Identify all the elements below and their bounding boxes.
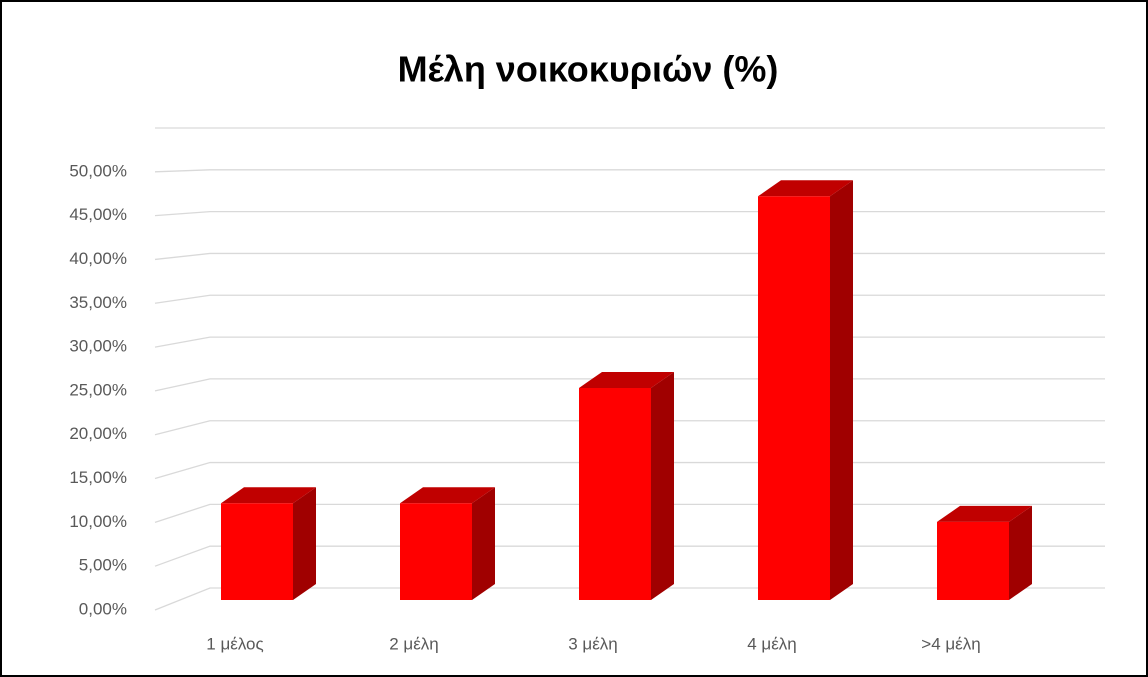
x-tick-label: 4 μέλη <box>747 634 797 653</box>
bar-side <box>293 487 316 600</box>
bar-front <box>221 503 293 600</box>
bar <box>400 487 495 600</box>
bar <box>758 180 853 601</box>
bar-side <box>472 487 495 600</box>
bar-top <box>937 505 1032 522</box>
y-tick-label: 45,00% <box>69 205 127 224</box>
y-tick-label: 25,00% <box>69 380 127 399</box>
y-tick-label: 20,00% <box>69 424 127 443</box>
y-tick-label: 35,00% <box>69 293 127 312</box>
bar-front <box>579 387 651 600</box>
x-tick-label: 3 μέλη <box>568 634 618 653</box>
y-tick-label: 10,00% <box>69 512 127 531</box>
chart-title: Μέλη νοικοκυριών (%) <box>398 49 779 90</box>
bar-side <box>651 371 674 600</box>
y-tick-label: 40,00% <box>69 249 127 268</box>
bar-top <box>221 487 316 504</box>
bar-top <box>579 371 674 388</box>
bar <box>579 371 674 600</box>
bar-front <box>400 503 472 600</box>
bar-side <box>1009 505 1032 600</box>
y-tick-label: 30,00% <box>69 337 127 356</box>
bar <box>937 505 1032 600</box>
grid-line <box>154 169 1105 173</box>
bar-front <box>937 521 1009 600</box>
bar-top <box>400 487 495 504</box>
y-tick-label: 50,00% <box>69 161 127 180</box>
bar-top <box>758 180 853 197</box>
bar-side <box>830 180 853 601</box>
x-tick-label: 1 μέλος <box>206 634 263 653</box>
y-tick-label: 5,00% <box>79 556 127 575</box>
bar <box>221 487 316 600</box>
y-tick-label: 0,00% <box>79 599 127 618</box>
x-tick-label: >4 μέλη <box>921 634 980 653</box>
bar-front <box>758 196 830 601</box>
y-tick-label: 15,00% <box>69 468 127 487</box>
x-tick-label: 2 μέλη <box>389 634 439 653</box>
